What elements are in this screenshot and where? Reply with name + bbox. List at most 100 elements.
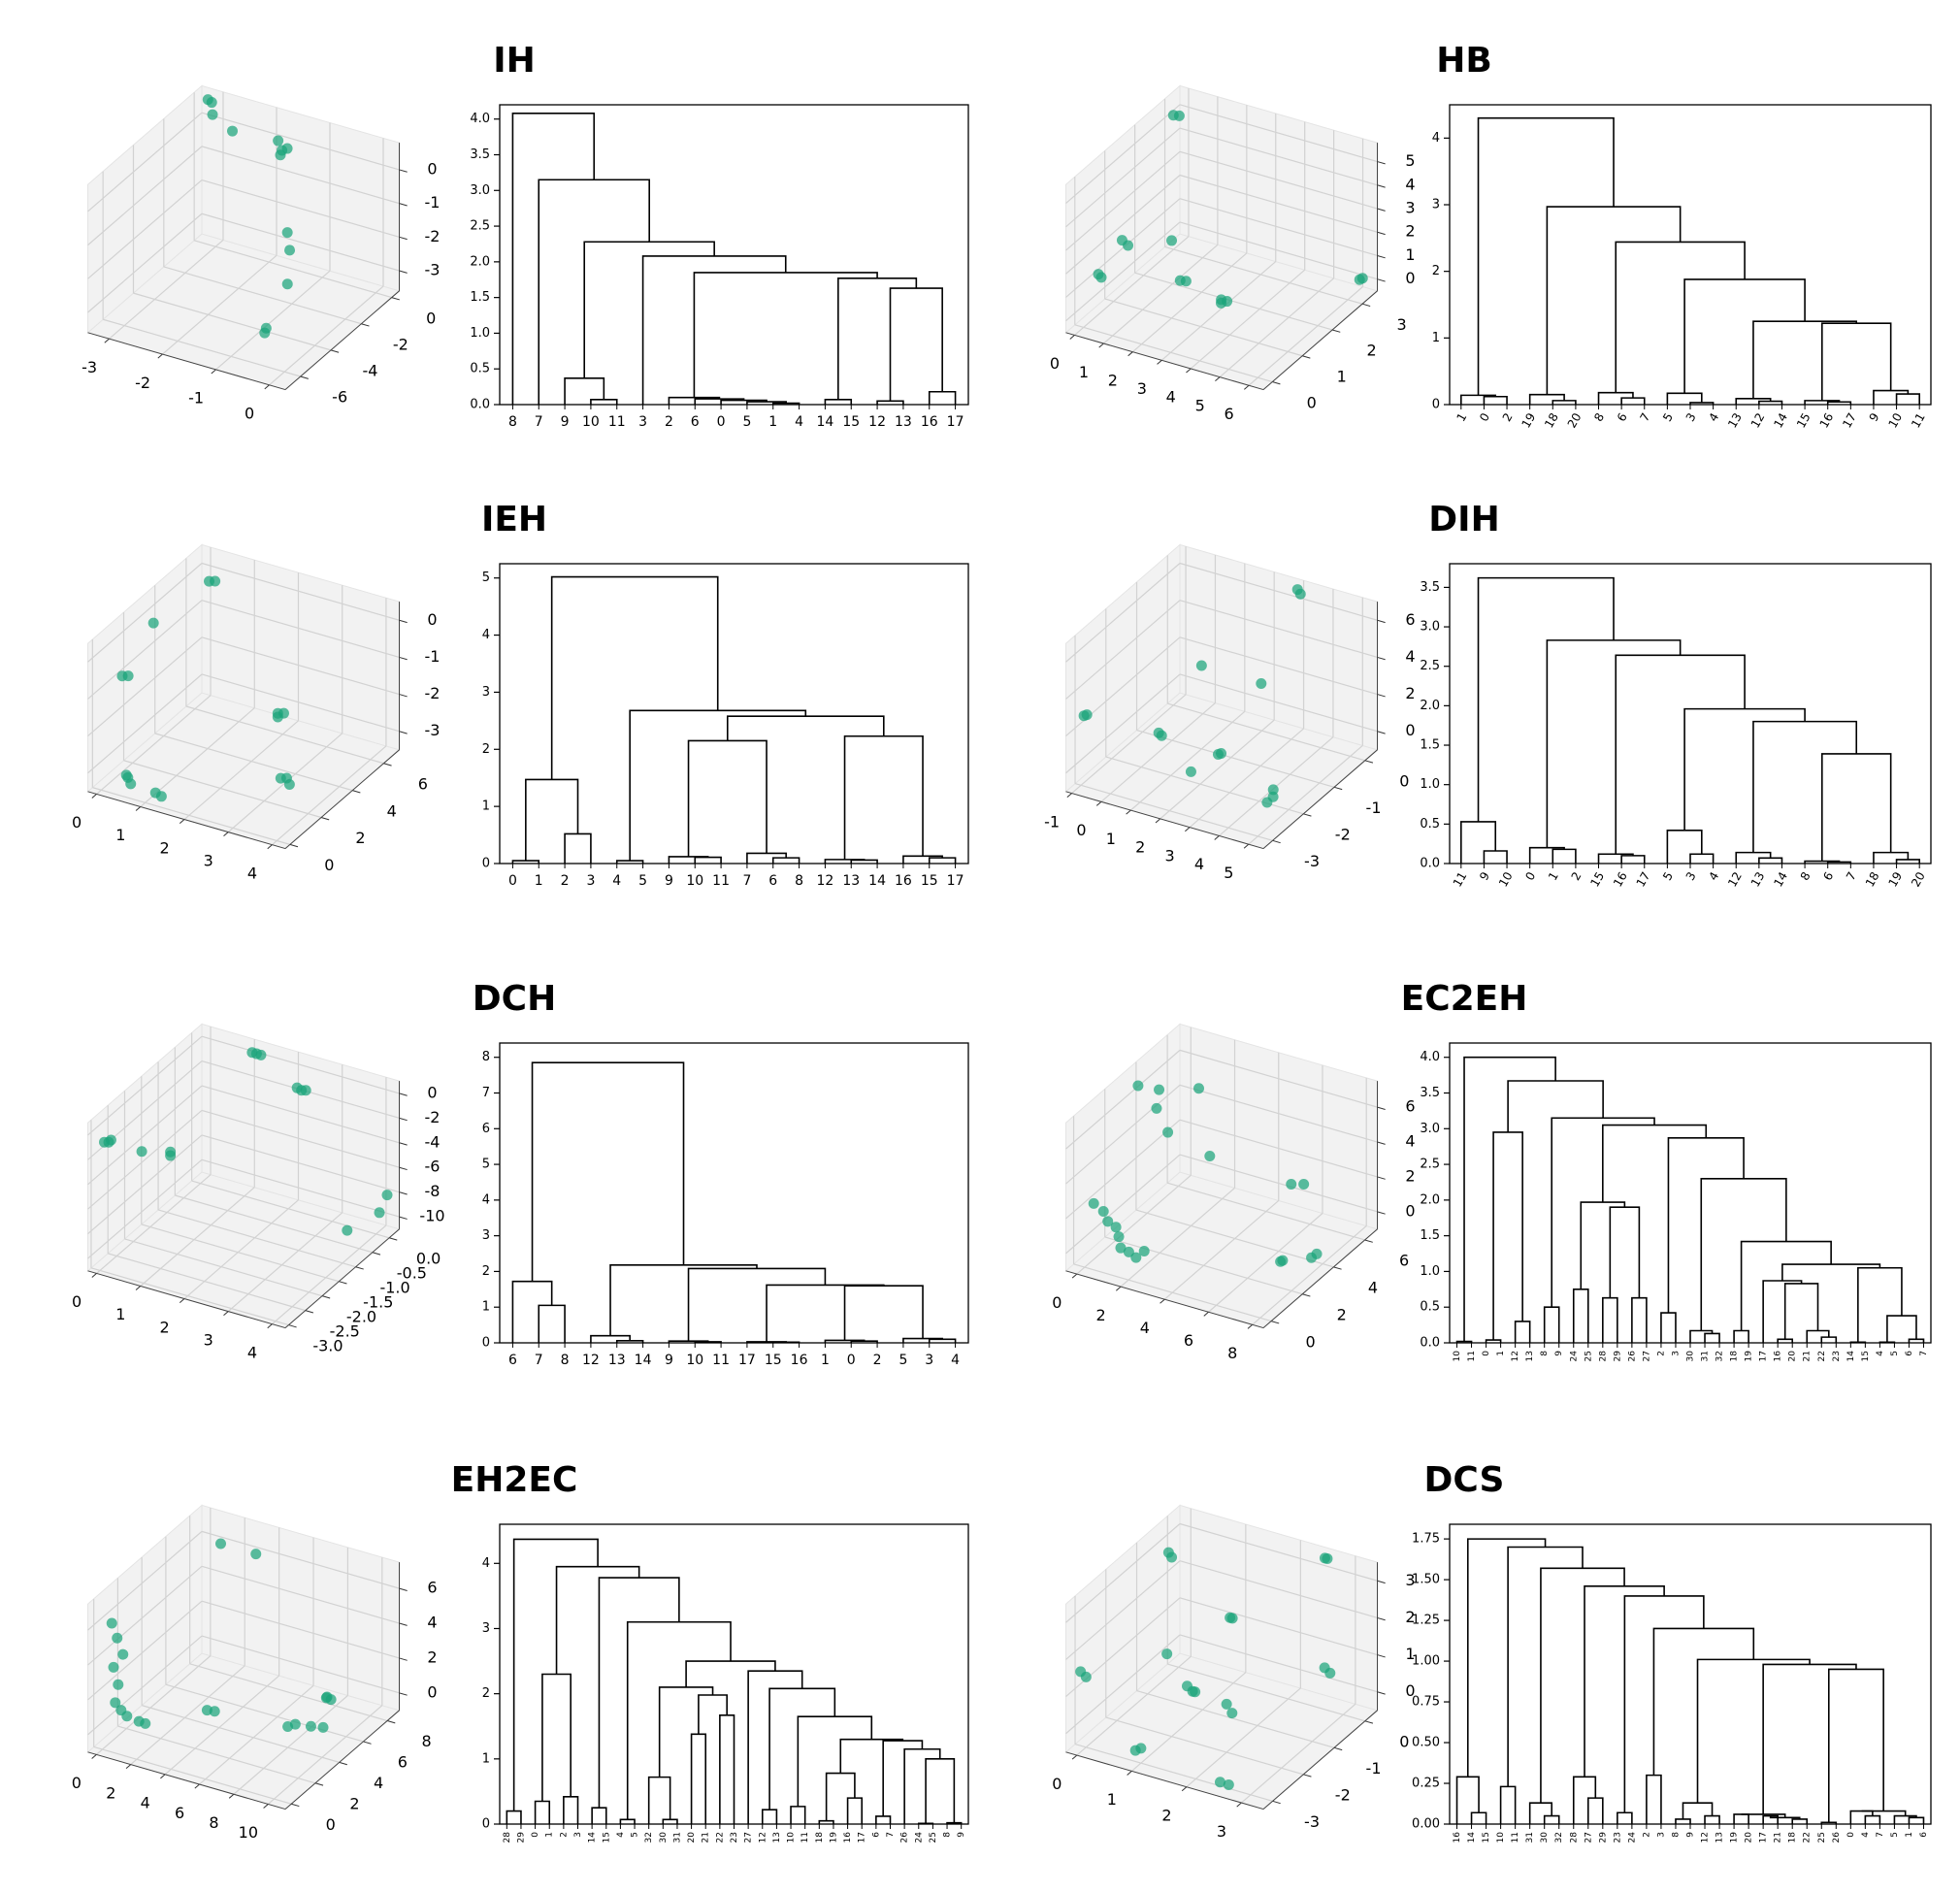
dendrogram-link — [1864, 1814, 1881, 1824]
point — [1115, 1242, 1127, 1254]
tick-label: -1 — [425, 193, 441, 212]
x-tick-label: 2 — [1656, 1351, 1666, 1356]
grid-line — [133, 292, 332, 351]
grid-line — [233, 1695, 348, 1795]
plot-frame — [1449, 1042, 1932, 1344]
x-tick-label: 4 — [612, 873, 621, 889]
x-tick-label: 19 — [1885, 869, 1905, 889]
x-tick-label: 13 — [1748, 869, 1768, 889]
point — [1180, 276, 1192, 287]
tick-mark — [1115, 1286, 1122, 1291]
point — [1226, 1613, 1238, 1624]
tick-mark — [1270, 1321, 1280, 1324]
x-tick-label: 1 — [1496, 1351, 1506, 1356]
x-tick-label: 19 — [1519, 410, 1539, 430]
point — [342, 1224, 353, 1236]
x-tick-label: 9 — [957, 1832, 966, 1838]
y-tick-label: 0 — [482, 857, 490, 871]
point — [1102, 1216, 1114, 1227]
dendrogram-link — [839, 1738, 904, 1774]
tick-mark — [399, 1587, 408, 1591]
tick-label: -1 — [1366, 1759, 1382, 1778]
dendrogram-link — [1758, 400, 1783, 405]
x-tick-label: 14 — [817, 414, 834, 430]
x-tick-label: 0 — [847, 1353, 856, 1368]
y-tick-label: 1.5 — [1420, 738, 1440, 753]
chart-title: DCH — [473, 979, 556, 1019]
dendrogram-link — [619, 1818, 636, 1824]
point — [113, 1679, 124, 1690]
tick-mark — [1155, 818, 1161, 824]
dendrogram-link — [1483, 395, 1508, 405]
x-tick-label: 17 — [947, 414, 964, 430]
x-tick-label: 6 — [1820, 869, 1836, 883]
x-tick-label: 14 — [868, 873, 886, 889]
x-tick-label: 5 — [898, 1353, 907, 1368]
tick-label: 3 — [1405, 199, 1415, 217]
x-tick-label: 8 — [1798, 869, 1813, 883]
tick-mark — [291, 1803, 300, 1808]
grid-line — [1065, 198, 1181, 298]
y-tick-label: 3.0 — [1420, 620, 1440, 635]
tick-label: 6 — [427, 1579, 437, 1597]
tick-label: 0 — [1052, 1775, 1062, 1793]
grid-line — [201, 179, 400, 238]
x-tick-label: 10 — [787, 1832, 797, 1843]
tick-mark — [399, 1216, 408, 1220]
axis-line — [1262, 749, 1378, 849]
x-tick-label: 8 — [1540, 1351, 1550, 1356]
grid-line — [90, 1267, 289, 1326]
dendrogram-link — [1528, 1802, 1553, 1824]
grid-line — [1065, 150, 1181, 251]
tick-label: 2 — [1405, 222, 1415, 241]
grid-line — [1065, 175, 1181, 275]
tick-label: 4 — [247, 1343, 257, 1361]
y-tick-label: 3.0 — [470, 183, 490, 198]
x-tick-label: 6 — [871, 1832, 881, 1838]
x-tick-label: 10 — [1496, 869, 1516, 889]
tick-label: -6 — [425, 1158, 441, 1176]
tick-mark — [104, 338, 110, 343]
dendrogram-link — [1646, 1774, 1662, 1824]
tick-label: 0 — [1405, 721, 1415, 739]
tick-mark — [1333, 1746, 1343, 1751]
tick-label: 5 — [1405, 151, 1415, 170]
point — [214, 1538, 226, 1549]
x-tick-label: 11 — [1467, 1351, 1477, 1361]
grid-line — [1105, 1716, 1304, 1776]
x-tick-label: 11 — [712, 1353, 730, 1368]
x-tick-label: 9 — [561, 414, 570, 430]
pane — [201, 1504, 401, 1712]
grid-line — [1160, 261, 1277, 361]
dendrogram-link — [1460, 821, 1497, 864]
point — [272, 711, 283, 723]
tick-mark — [399, 619, 408, 624]
dendrogram-link — [889, 287, 943, 402]
x-tick-label: 1 — [535, 873, 543, 889]
point — [147, 617, 159, 629]
dendrogram-link — [902, 855, 943, 864]
point — [381, 1190, 393, 1201]
point — [1214, 1777, 1225, 1788]
grid-line — [1065, 1634, 1181, 1735]
tick-label: 0.0 — [416, 1250, 441, 1268]
dendrogram-link — [1507, 1546, 1584, 1787]
tick-mark — [363, 1741, 372, 1745]
dendrogram-link — [1528, 846, 1565, 864]
grid-line — [1136, 729, 1335, 788]
x-tick-label: 32 — [644, 1832, 654, 1843]
tick-mark — [339, 1281, 347, 1285]
dendrogram-link — [511, 113, 596, 405]
dendrogram-link — [1758, 857, 1783, 864]
plot-frame — [499, 1042, 969, 1344]
y-tick-label: 4 — [482, 1192, 490, 1207]
tick-mark — [288, 1324, 297, 1328]
tick-label: 3 — [204, 1330, 213, 1349]
tick-label: -2 — [393, 335, 408, 353]
tick-label: 4 — [1368, 1279, 1378, 1297]
tick-mark — [1361, 303, 1371, 308]
tick-mark — [91, 1753, 97, 1759]
axis-line — [1065, 1270, 1264, 1329]
y-tick-label: 1.75 — [1412, 1532, 1440, 1547]
tick-label: -3 — [1304, 1812, 1320, 1831]
